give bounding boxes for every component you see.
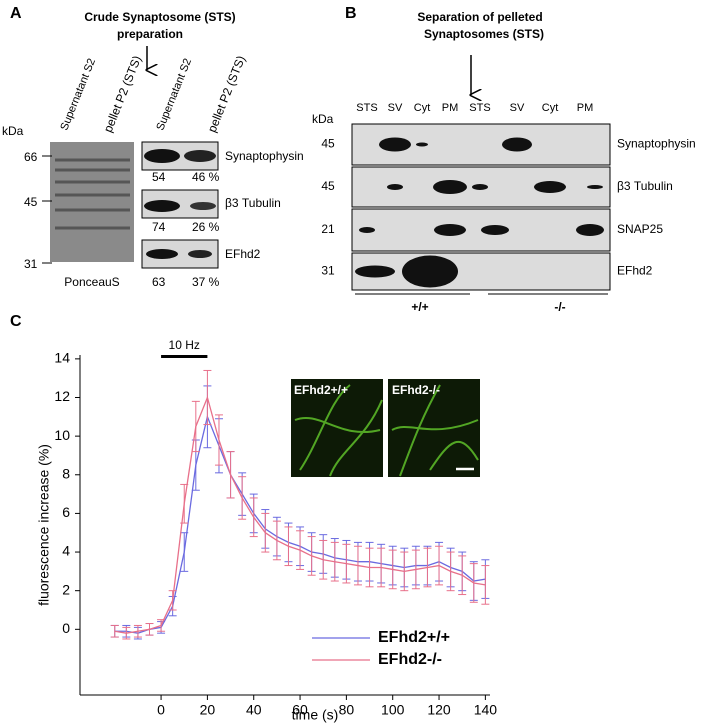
band: [434, 224, 466, 236]
stimulus-bar: [161, 355, 208, 358]
blot-label: Synaptophysin: [225, 149, 304, 163]
blot-label: Synaptophysin: [617, 137, 696, 151]
y-axis-label: fluorescence increase (%): [36, 444, 52, 606]
panel-label: B: [345, 5, 357, 22]
y-tick-label: 0: [62, 620, 70, 636]
image-label: EFhd2-/-: [392, 383, 440, 397]
y-tick-label: 8: [62, 465, 70, 481]
x-axis-label: time (s): [292, 707, 339, 723]
legend-label: EFhd2+/+: [378, 629, 450, 646]
panel-title: Synaptosomes (STS): [424, 27, 544, 41]
gel-bands: [55, 158, 130, 230]
band: [379, 137, 411, 152]
x-tick-label: 40: [246, 702, 262, 718]
band: [481, 225, 509, 235]
lane-label: SV: [388, 102, 403, 114]
lane-label: PM: [442, 102, 459, 114]
percent: 74: [152, 220, 166, 234]
marker-label: 45: [321, 179, 335, 193]
y-tick-label: 14: [54, 350, 70, 366]
band: [502, 137, 532, 152]
lane-label: SV: [510, 102, 525, 114]
x-tick-label: 60: [292, 702, 308, 718]
percent: 63: [152, 275, 166, 289]
genotype-label: -/-: [554, 300, 565, 314]
panel-label: C: [10, 313, 22, 330]
marker-label: 31: [321, 264, 335, 278]
legend-label: EFhd2-/-: [378, 651, 442, 668]
lane-label: PM: [577, 102, 594, 114]
band: [576, 224, 604, 236]
genotype-label: +/+: [411, 300, 428, 314]
stimulus-label: 10 Hz: [169, 338, 200, 352]
lane-label: Supernatant S2: [58, 57, 98, 132]
panel-label: A: [10, 5, 22, 22]
lane-label: STS: [356, 102, 377, 114]
percent: 37 %: [192, 275, 220, 289]
x-tick-label: 100: [381, 702, 405, 718]
lane-label: Supernatant S2: [154, 57, 194, 132]
blot-label: EFhd2: [617, 264, 653, 278]
x-tick-label: 80: [339, 702, 355, 718]
lane-label: pellet P2 (STS): [101, 54, 144, 135]
band: [416, 142, 428, 147]
band: [587, 185, 603, 189]
blot-label: EFhd2: [225, 247, 261, 261]
band: [472, 184, 488, 190]
band: [402, 255, 458, 288]
y-tick-label: 6: [62, 504, 70, 520]
band: [359, 227, 375, 233]
y-tick-label: 12: [54, 388, 70, 404]
lane-label: Cyt: [414, 102, 431, 114]
y-tick-label: 4: [62, 543, 70, 559]
marker-label: 45: [321, 137, 335, 151]
data-line: [114, 395, 486, 634]
lane-label: Cyt: [542, 102, 559, 114]
percent: 54: [152, 170, 166, 184]
blot-label: β3 Tubulin: [617, 179, 673, 193]
lane-label: STS: [469, 102, 490, 114]
marker-label: 31: [24, 257, 38, 271]
blot-label: SNAP25: [617, 222, 663, 236]
kda-label: kDa: [2, 124, 24, 138]
kda-label: kDa: [312, 112, 334, 126]
gel: [50, 142, 134, 262]
band: [355, 265, 395, 278]
y-tick-label: 10: [54, 427, 70, 443]
lane-label: pellet P2 (STS): [205, 54, 248, 135]
band: [534, 181, 566, 193]
panel-title: preparation: [117, 27, 183, 41]
percent: 46 %: [192, 170, 220, 184]
x-tick-label: 120: [427, 702, 451, 718]
marker-label: 45: [24, 195, 38, 209]
stain-label: PonceauS: [64, 275, 119, 289]
x-tick-label: 140: [474, 702, 498, 718]
band: [433, 180, 467, 194]
panel-title: Separation of pelleted: [417, 10, 542, 24]
x-tick-label: 20: [200, 702, 216, 718]
panel-title: Crude Synaptosome (STS): [84, 10, 235, 24]
percent: 26 %: [192, 220, 220, 234]
marker-label: 66: [24, 150, 38, 164]
band: [387, 184, 403, 190]
marker-label: 21: [321, 222, 335, 236]
blot-label: β3 Tubulin: [225, 196, 281, 210]
image-label: EFhd2+/+: [294, 383, 348, 397]
x-tick-label: 0: [157, 702, 165, 718]
y-tick-label: 2: [62, 581, 70, 597]
